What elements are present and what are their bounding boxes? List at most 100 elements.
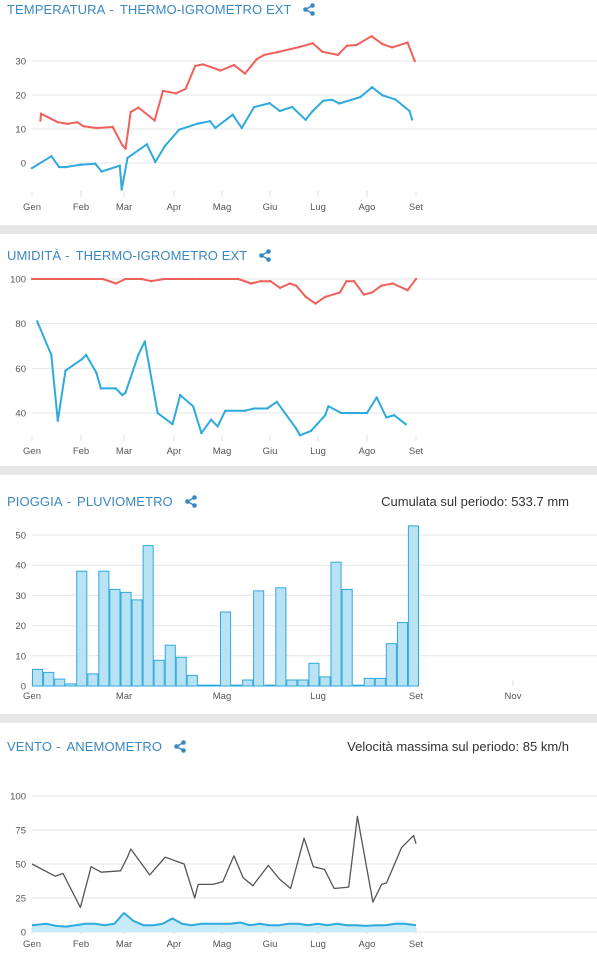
share-icon[interactable] [184,494,197,508]
rain-bar [231,684,243,687]
rain-bar [286,679,298,687]
series-line-min [31,86,414,191]
x-tick-label: Mar [116,446,132,457]
x-tick-label: Set [409,202,424,213]
series-line-max [32,278,417,305]
x-tick-label: Apr [167,939,182,950]
data-point [208,65,212,69]
humidity-chart: 40 60 80 100 Gen Feb Mar Apr Mag Giu Lug Ago Set [10,275,597,457]
data-point [381,42,384,46]
data-point [324,295,327,299]
data-point [95,126,98,130]
rain-bar [208,684,220,687]
data-point [268,102,271,105]
data-point [208,120,212,123]
data-point [184,87,187,91]
y-tick-label: 30 [15,591,26,602]
rain-bar [363,677,375,687]
wind-max-stat: Velocità massima sul periodo: 85 km/h [347,739,569,754]
data-point [345,280,348,283]
data-point [311,42,314,45]
data-point [171,423,174,426]
y-tick-label: 30 [15,57,26,68]
x-tick-label: Lug [310,446,326,457]
data-point [276,51,279,54]
data-point [295,427,298,430]
data-point [385,416,388,419]
data-point [94,162,97,165]
x-tick-label: Giu [263,939,278,950]
data-point [153,119,156,122]
x-tick-label: Giu [263,202,278,213]
data-point [232,63,236,67]
data-point [263,53,266,57]
data-point [295,284,298,287]
x-tick-label: Ago [359,202,376,213]
data-point [150,280,153,283]
data-point [50,155,53,158]
humidity-title: UMIDITÀ - THERMO-IGROMETRO EXT [7,248,271,263]
data-point [69,277,72,281]
rain-bar [175,656,187,687]
x-tick-label: Lug [310,691,326,702]
x-tick-label: Gen [23,939,41,950]
x-tick-label: Lug [310,202,326,213]
data-point [249,282,253,285]
data-point [338,102,341,105]
data-point [162,277,166,281]
data-point [66,122,69,126]
share-icon[interactable] [258,248,271,262]
data-point [392,414,396,417]
data-point [79,163,82,166]
data-point [359,95,362,99]
data-point [219,69,222,72]
rain-cumulative-stat: Cumulata sul periodo: 533.7 mm [381,494,569,509]
data-point [340,411,343,415]
rain-bar [109,588,121,687]
data-point [390,46,394,49]
rain-bar [164,644,176,687]
rain-bar [297,679,309,687]
data-point [375,396,378,399]
rain-title-sensor: PLUVIOMETRO [77,494,173,509]
rain-bar [352,684,364,687]
data-point [243,72,247,75]
x-tick-label: Mar [116,202,132,213]
section-divider [0,225,597,234]
x-tick-label: Nov [505,691,522,702]
share-icon[interactable] [174,739,186,753]
data-point [370,35,373,38]
data-point [311,109,314,113]
y-tick-label: 20 [15,621,26,632]
data-point [253,407,256,410]
data-point [288,282,291,285]
wind-title: VENTO - ANEMOMETRO [7,739,186,754]
data-point [314,302,317,305]
rain-bar [186,674,198,687]
data-point [381,94,384,97]
data-point [321,99,325,103]
wind-title-sensor: ANEMOMETRO [66,739,163,754]
x-tick-label: Gen [23,202,41,213]
temperature-title-sensor: THERMO-IGROMETRO EXT [119,2,292,17]
data-point [321,50,324,53]
rain-bar [43,671,55,687]
data-point [269,280,272,283]
data-point [126,156,129,160]
data-point [355,43,358,47]
data-point [95,371,98,374]
data-point [179,393,182,397]
share-icon[interactable] [303,2,315,16]
y-tick-label: 0 [21,159,26,170]
data-point [224,409,227,412]
rain-bar [341,588,353,687]
y-tick-label: 60 [15,364,26,375]
data-point [391,282,394,285]
x-tick-label: Feb [73,202,89,213]
series-line-min [36,321,407,437]
data-point [304,118,307,122]
data-point [174,92,178,95]
data-point [114,387,118,390]
x-tick-label: Feb [73,939,89,950]
data-point [57,165,61,169]
